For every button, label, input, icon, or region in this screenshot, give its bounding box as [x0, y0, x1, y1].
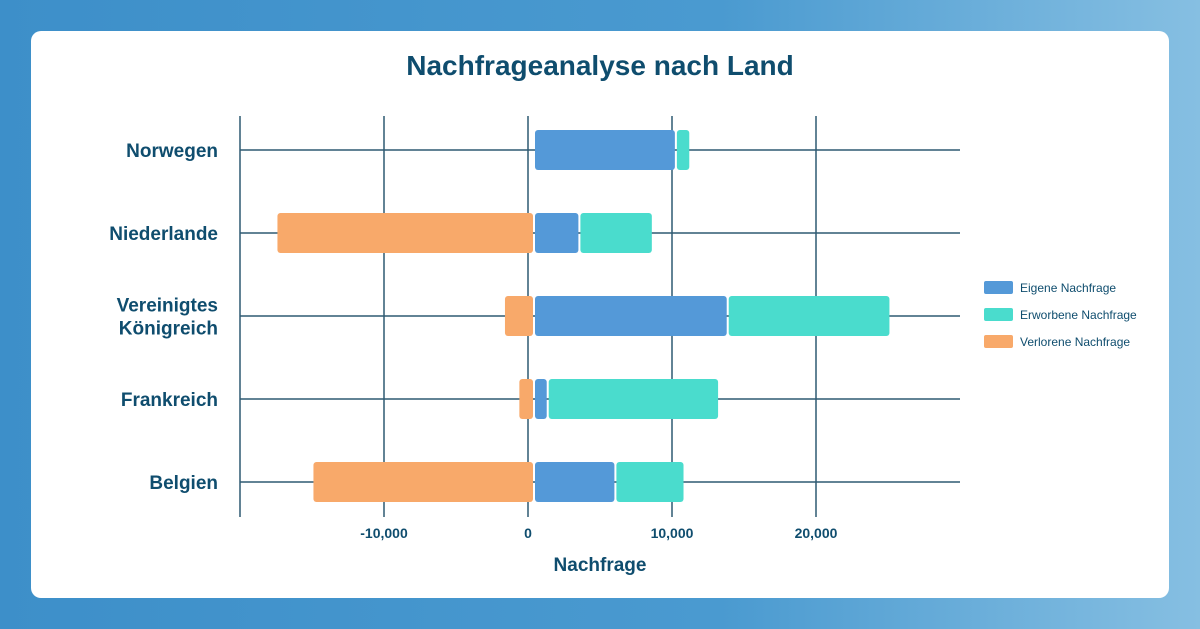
bar-erworbene-nachfrage-frankreich [548, 379, 719, 419]
legend-label: Erworbene Nachfrage [1020, 308, 1137, 322]
legend: Eigene Nachfrage Erworbene Nachfrage Verlo… [984, 281, 1137, 349]
x-tick-label: -10,000 [360, 525, 408, 541]
chart-title: Nachfrageanalyse nach Land [406, 50, 794, 81]
bar-erworbene-nachfrage-vereinigtes-königreich [728, 296, 890, 336]
bar-erworbene-nachfrage-niederlande [580, 213, 652, 253]
bar-verlorene-nachfrage-niederlande [277, 213, 533, 253]
category-label: Niederlande [109, 224, 218, 245]
bar-erworbene-nachfrage-belgien [616, 462, 684, 502]
legend-label: Verlorene Nachfrage [1020, 335, 1130, 349]
category-labels: Norwegen Niederlande VereinigtesKönigreich… [109, 141, 218, 494]
bar-eigene-nachfrage-frankreich [535, 379, 547, 419]
x-axis-title: Nachfrage [554, 555, 647, 576]
legend-label: Eigene Nachfrage [1020, 281, 1116, 295]
legend-swatch [984, 308, 1013, 321]
bar-verlorene-nachfrage-frankreich [519, 379, 533, 419]
x-tick-label: 20,000 [795, 525, 838, 541]
bars [277, 130, 890, 502]
category-label: Belgien [149, 473, 218, 494]
bar-erworbene-nachfrage-norwegen [676, 130, 690, 170]
bar-eigene-nachfrage-vereinigtes-königreich [535, 296, 727, 336]
bar-eigene-nachfrage-niederlande [535, 213, 579, 253]
bar-eigene-nachfrage-norwegen [535, 130, 675, 170]
bar-verlorene-nachfrage-belgien [313, 462, 533, 502]
category-label: Norwegen [126, 141, 218, 162]
category-label: Frankreich [121, 390, 218, 411]
bar-eigene-nachfrage-belgien [535, 462, 615, 502]
legend-swatch [984, 281, 1013, 294]
bar-verlorene-nachfrage-vereinigtes-königreich [504, 296, 533, 336]
x-tick-label: 10,000 [651, 525, 694, 541]
category-label: Vereinigtes [117, 296, 218, 317]
category-label: Königreich [119, 319, 218, 340]
tick-labels: -10,000 0 10,000 20,000 [360, 525, 837, 541]
x-tick-label: 0 [524, 525, 532, 541]
legend-swatch [984, 335, 1013, 348]
